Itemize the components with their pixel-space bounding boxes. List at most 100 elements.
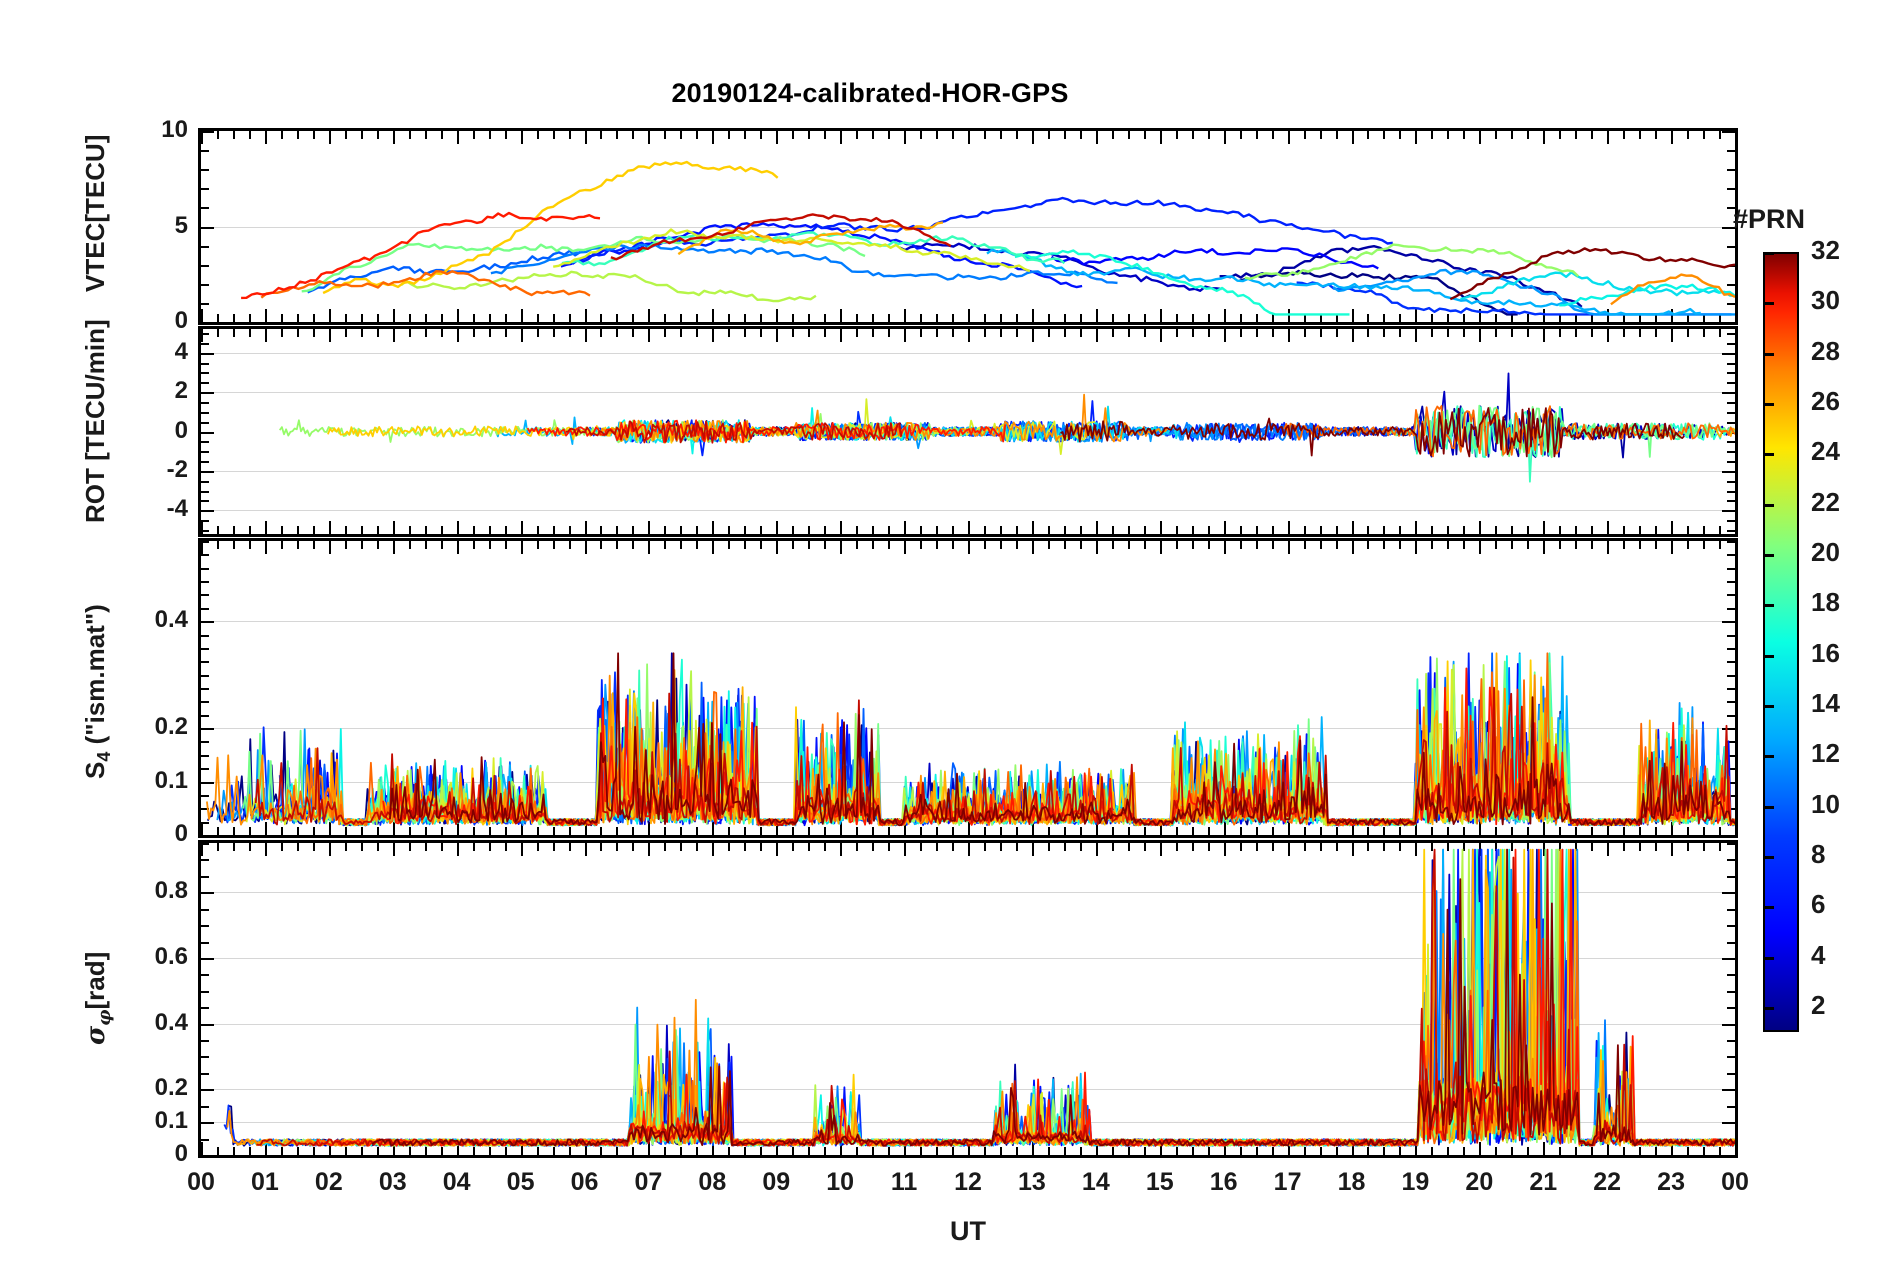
y-tick [201, 332, 209, 335]
x-tick [424, 541, 427, 549]
x-tick [728, 131, 731, 139]
x-tick [1207, 827, 1210, 835]
x-tick [488, 843, 491, 851]
x-tick [408, 541, 411, 549]
x-tick [616, 329, 619, 337]
x-tick [440, 1147, 443, 1155]
x-tick [264, 329, 267, 342]
x-tick [696, 843, 699, 851]
x-tick [1271, 1147, 1274, 1155]
x-tick [536, 827, 539, 835]
y-tick [201, 382, 209, 385]
x-tick [1175, 131, 1178, 139]
y-tick [201, 1072, 209, 1075]
x-tick [1079, 526, 1082, 534]
gridline [201, 1122, 1735, 1124]
y-tick [1727, 530, 1735, 533]
x-tick [680, 1147, 683, 1155]
x-tick [1543, 131, 1546, 144]
x-tick [1591, 526, 1594, 534]
x-tick [360, 314, 363, 322]
x-tick [584, 843, 587, 856]
x-tick [776, 329, 779, 342]
x-tick [1559, 1147, 1562, 1155]
y-tick [1727, 283, 1735, 286]
y-tick [201, 470, 214, 473]
x-tick [1463, 843, 1466, 851]
y-tick [201, 490, 209, 493]
x-tick [824, 843, 827, 851]
x-tick [600, 541, 603, 549]
x-tick-label: 01 [251, 1168, 279, 1196]
x-tick [1335, 131, 1338, 139]
x-tick-label: 09 [762, 1168, 791, 1196]
x-tick [280, 843, 283, 851]
x-tick-label: 07 [634, 1168, 663, 1196]
x-tick [1591, 541, 1594, 549]
x-tick [328, 843, 331, 856]
x-tick [1671, 1142, 1674, 1155]
colorbar-tick-label: 18 [1811, 587, 1840, 618]
x-tick [440, 526, 443, 534]
y-tick [1722, 510, 1735, 513]
x-tick [1063, 541, 1066, 549]
x-tick [1287, 1142, 1290, 1155]
x-tick [296, 526, 299, 534]
y-tick [201, 714, 209, 717]
x-tick [1015, 1147, 1018, 1155]
x-tick [936, 827, 939, 835]
x-tick [488, 314, 491, 322]
x-tick [744, 329, 747, 337]
x-tick [1655, 314, 1658, 322]
x-tick [264, 1142, 267, 1155]
y-tick [1722, 226, 1735, 229]
x-tick [983, 827, 986, 835]
x-tick [360, 329, 363, 337]
x-tick [1607, 822, 1610, 835]
gridline [201, 1089, 1735, 1091]
x-tick [280, 329, 283, 337]
x-tick [1143, 131, 1146, 139]
colorbar-tick [1763, 453, 1774, 457]
x-tick [760, 843, 763, 851]
x-tick [1351, 822, 1354, 835]
x-tick [1559, 526, 1562, 534]
x-tick [744, 1147, 747, 1155]
x-tick [1543, 1142, 1546, 1155]
x-tick [1559, 843, 1562, 851]
x-tick [999, 131, 1002, 139]
data-series-prn-28 [260, 269, 591, 299]
x-tick [520, 822, 523, 835]
colorbar-tick-label: 24 [1811, 436, 1840, 467]
gridline [201, 781, 1735, 783]
x-tick-label: 06 [570, 1168, 599, 1196]
x-tick [568, 843, 571, 851]
y-tick [201, 451, 209, 454]
x-tick [776, 131, 779, 144]
x-tick [1639, 314, 1642, 322]
data-series-prn-31 [565, 420, 903, 444]
y-tick [201, 728, 214, 731]
x-tick [504, 1147, 507, 1155]
y-tick [201, 1056, 209, 1059]
x-tick [1319, 541, 1322, 549]
x-tick [1143, 314, 1146, 322]
x-tick [696, 1147, 699, 1155]
y-tick [201, 530, 209, 533]
y-tick [201, 245, 209, 248]
x-tick [1319, 329, 1322, 337]
x-tick [1415, 521, 1418, 534]
y-tick [201, 688, 209, 690]
x-tick [1559, 329, 1562, 337]
x-tick [1671, 521, 1674, 534]
x-tick [808, 314, 811, 322]
x-tick-label: 19 [1401, 1168, 1430, 1196]
x-tick [1623, 131, 1626, 139]
x-tick [1463, 526, 1466, 534]
x-tick [1047, 827, 1050, 835]
x-tick [1079, 541, 1082, 549]
x-tick [232, 329, 235, 337]
x-tick [1415, 541, 1418, 554]
x-tick [1063, 827, 1066, 835]
x-tick [328, 822, 331, 835]
